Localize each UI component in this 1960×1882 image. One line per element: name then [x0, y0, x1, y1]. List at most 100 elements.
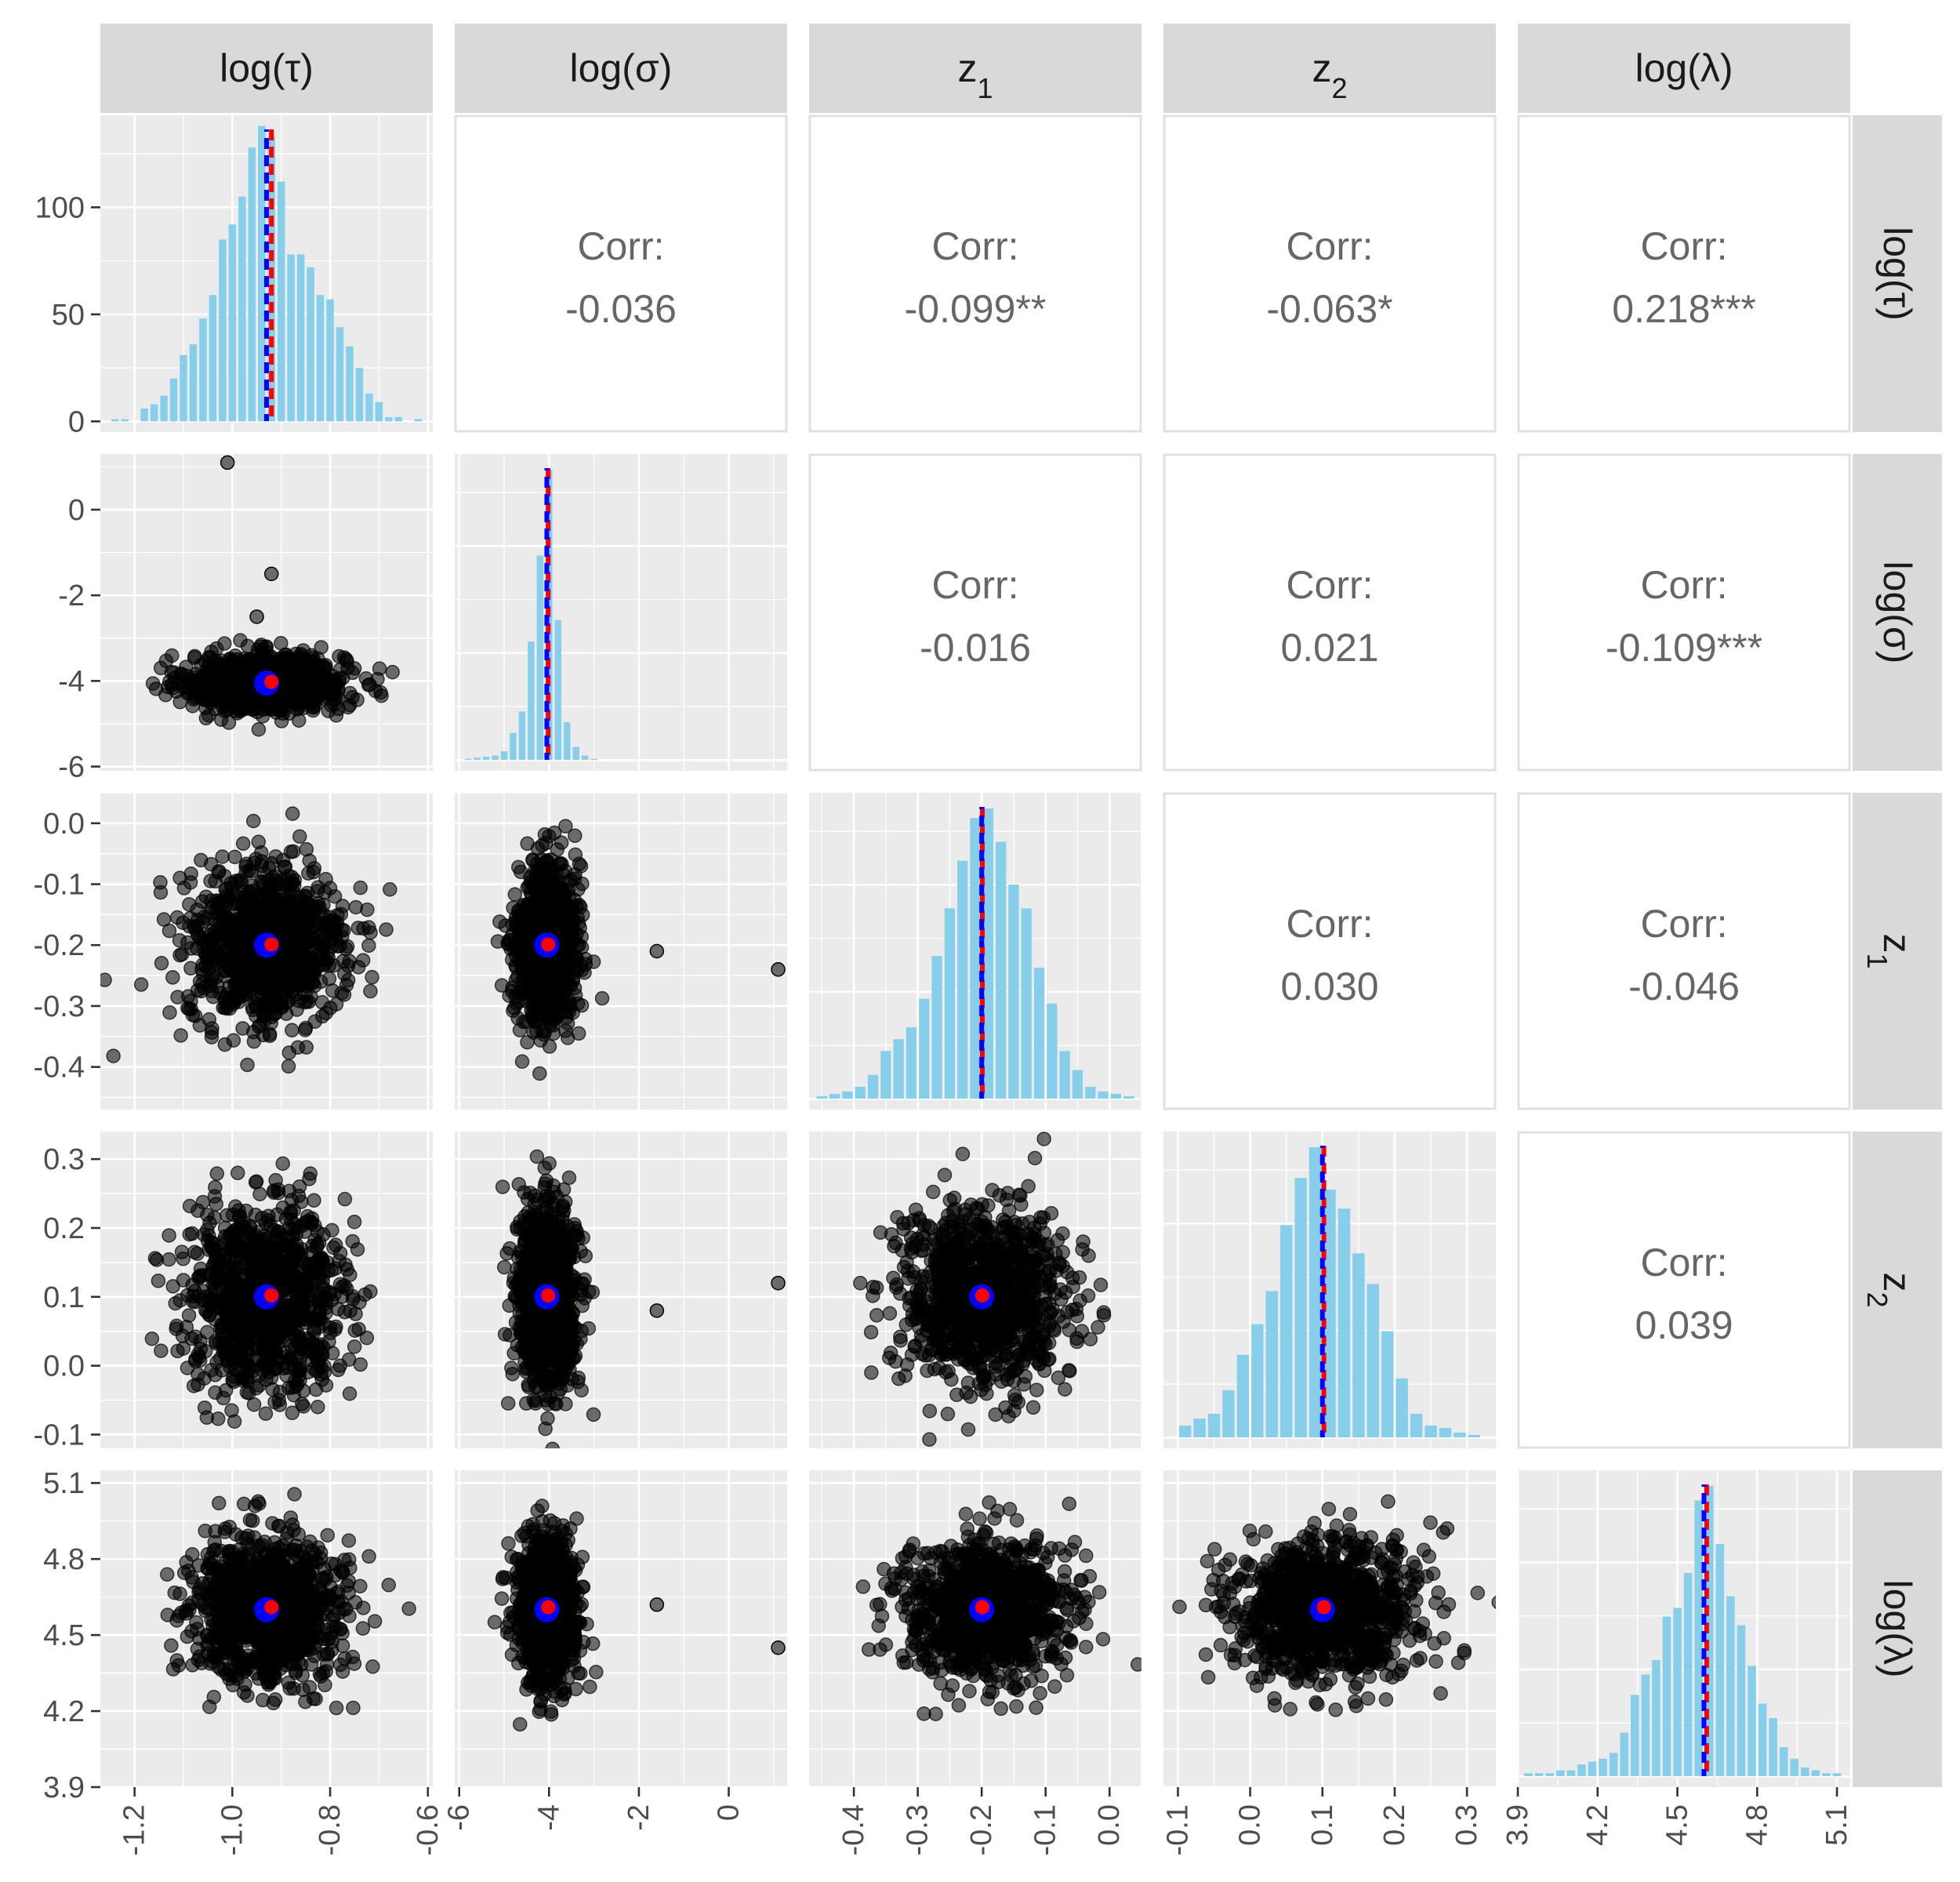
- histogram-bar: [140, 408, 148, 422]
- top-strip-label-z2: z2: [1312, 46, 1347, 104]
- scatter-point: [204, 1241, 220, 1255]
- scatter-point: [296, 1279, 312, 1295]
- scatter-point: [194, 658, 209, 673]
- scatter-point: [538, 1421, 553, 1437]
- scatter-point: [227, 985, 243, 1001]
- top-strip-log-sigma: [455, 24, 787, 113]
- corr-panel-background: [1517, 453, 1851, 772]
- corr-value: -0.016: [920, 626, 1031, 670]
- histogram-bar: [500, 751, 508, 760]
- top-strip-label-z2-subscript: 2: [1331, 72, 1347, 104]
- histogram-bar: [346, 346, 354, 422]
- scatter-point: [168, 1295, 183, 1311]
- scatter-point: [264, 974, 279, 989]
- panel-r1-c2: Corr:-0.036: [454, 114, 788, 433]
- scatter-point: [153, 660, 169, 676]
- corr-panel-background: [1163, 792, 1497, 1110]
- scatter-point: [571, 1370, 586, 1386]
- histogram-bar: [554, 619, 562, 760]
- scatter-point: [285, 1405, 300, 1421]
- scatter-point: [542, 862, 557, 877]
- scatter-point: [383, 882, 397, 897]
- scatter-point: [348, 899, 364, 915]
- scatter-point: [321, 971, 337, 986]
- scatter-point: [297, 1215, 312, 1230]
- corr-value: -0.036: [565, 287, 677, 331]
- scatter-point: [165, 970, 180, 985]
- scatter-point: [234, 1371, 250, 1386]
- scatter-point: [542, 982, 557, 997]
- scatter-point: [205, 936, 220, 952]
- scatter-point: [545, 968, 561, 983]
- scatter-point: [212, 1252, 228, 1267]
- histogram-bar: [1021, 908, 1032, 1099]
- scatter-point: [336, 650, 352, 665]
- histogram-bar: [1110, 1093, 1122, 1099]
- histogram-bar: [1059, 1051, 1070, 1099]
- scatter-point: [350, 1242, 365, 1257]
- scatter-point: [318, 660, 333, 675]
- scatter-point: [568, 847, 583, 863]
- scatter-point: [239, 1385, 255, 1400]
- scatter-point: [294, 1397, 310, 1412]
- scatter-point: [290, 1243, 306, 1259]
- scatter-point: [490, 934, 506, 949]
- scatter-outlier: [220, 455, 235, 470]
- scatter-point: [274, 714, 289, 728]
- scatter-point: [285, 1023, 299, 1038]
- corr-value: 0.021: [1280, 626, 1378, 670]
- scatter-point: [208, 874, 223, 889]
- scatter-point: [224, 1403, 239, 1418]
- scatter-point: [290, 1335, 306, 1350]
- scatter-point: [315, 939, 330, 954]
- scatter-point: [106, 1048, 121, 1063]
- panel-r1-c1: [100, 115, 433, 432]
- panel-r2-c1: [100, 454, 433, 771]
- scatter-point: [299, 841, 314, 857]
- histogram-bar: [287, 254, 295, 422]
- scatter-point: [509, 996, 524, 1012]
- scatter-point: [185, 1008, 201, 1023]
- scatter-point: [209, 1166, 225, 1181]
- panel-r2-c4: Corr: 0.021: [1163, 453, 1497, 772]
- scatter-point: [565, 973, 580, 988]
- panel-r3-c1: [100, 792, 433, 1110]
- top-strip-log-lambda: [1518, 24, 1850, 113]
- histogram-bar: [510, 732, 517, 760]
- histogram-bar: [944, 908, 956, 1099]
- scatter-point: [280, 969, 296, 985]
- scatter-point: [510, 1011, 525, 1026]
- scatter-point: [162, 1005, 177, 1020]
- scatter-point: [252, 1324, 268, 1339]
- scatter-point: [315, 1281, 330, 1296]
- panel-background: [100, 115, 433, 432]
- panel-grid: Corr:-0.036Corr:-0.099**Corr:-0.063*Corr…: [100, 114, 1851, 1789]
- right-strip-label-z2-subscript: 2: [1862, 1292, 1894, 1307]
- scatter-point: [319, 686, 335, 701]
- scatter-point: [571, 881, 586, 897]
- histogram-bar: [228, 224, 237, 422]
- scatter-point: [292, 829, 307, 844]
- histogram-bar: [258, 125, 266, 422]
- scatter-point: [274, 994, 289, 1010]
- histogram-bar: [880, 1051, 891, 1099]
- scatter-point: [179, 1320, 194, 1335]
- corr-label: Corr:: [931, 224, 1018, 268]
- histogram-bar: [1008, 885, 1019, 1099]
- corr-value: -0.109***: [1606, 626, 1762, 670]
- scatter-point: [238, 1342, 254, 1358]
- scatter-point: [198, 710, 214, 726]
- scatter-point: [532, 1066, 547, 1081]
- panel-r2-c3: Corr:-0.016: [808, 453, 1142, 772]
- estimate-marker: [264, 937, 279, 952]
- scatter-points: [100, 806, 397, 1074]
- scatter-point: [365, 969, 379, 985]
- scatter-point: [282, 912, 298, 927]
- scatter-point: [301, 866, 316, 881]
- corr-label: Corr:: [1286, 563, 1373, 607]
- histogram-bar: [111, 419, 119, 422]
- scatter-point: [290, 1313, 306, 1328]
- scatter-point: [342, 1386, 358, 1401]
- scatter-point: [285, 806, 300, 821]
